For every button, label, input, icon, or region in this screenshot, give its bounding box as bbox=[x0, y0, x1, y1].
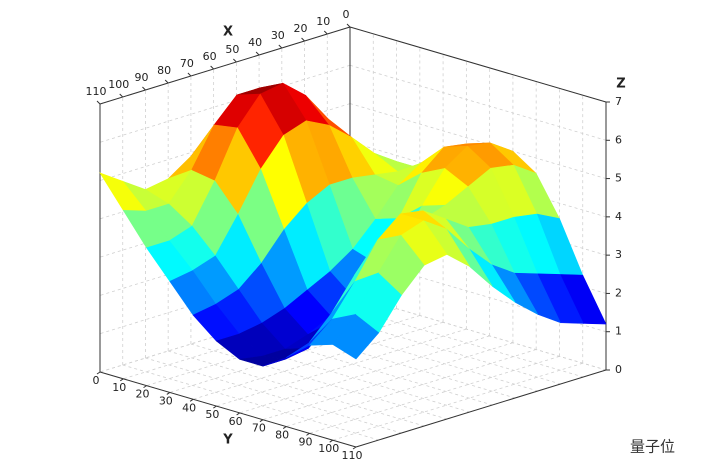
tick-mark bbox=[282, 426, 287, 429]
z-tick-label: 1 bbox=[615, 325, 622, 338]
x-tick-label: 40 bbox=[248, 36, 262, 49]
tick-mark bbox=[166, 392, 171, 395]
y-tick-label: 50 bbox=[205, 408, 219, 421]
y-tick-label: 40 bbox=[182, 401, 196, 414]
tick-mark bbox=[164, 79, 169, 84]
x-tick-label: 70 bbox=[180, 57, 194, 70]
z-tick-label: 2 bbox=[615, 286, 622, 299]
grid-line bbox=[262, 342, 514, 421]
x-axis-title: X bbox=[223, 25, 233, 40]
tick-mark bbox=[255, 51, 260, 56]
tick-mark bbox=[236, 412, 240, 416]
x-tick-label: 0 bbox=[343, 8, 350, 21]
tick-mark bbox=[96, 371, 101, 375]
surface bbox=[99, 82, 607, 367]
y-tick-label: 100 bbox=[318, 442, 339, 455]
tick-mark bbox=[187, 72, 192, 77]
tick-mark bbox=[142, 86, 146, 91]
axis-line bbox=[355, 369, 607, 448]
grid-line bbox=[216, 328, 467, 407]
x-tick-label: 30 bbox=[271, 29, 285, 42]
y-tick-label: 30 bbox=[159, 394, 173, 407]
z-tick-label: 3 bbox=[615, 248, 622, 261]
y-tick-label: 80 bbox=[275, 429, 289, 442]
x-tick-label: 50 bbox=[225, 43, 239, 56]
tick-mark bbox=[233, 58, 237, 63]
tick-mark bbox=[189, 398, 194, 402]
y-tick-label: 20 bbox=[136, 388, 150, 401]
tick-mark bbox=[306, 432, 310, 436]
tick-mark bbox=[96, 100, 101, 105]
x-tick-label: 80 bbox=[157, 64, 171, 77]
z-tick-label: 4 bbox=[615, 210, 622, 223]
tick-mark bbox=[119, 378, 124, 382]
tick-mark bbox=[213, 405, 217, 409]
grid-line bbox=[349, 103, 607, 179]
axis-line bbox=[99, 371, 357, 448]
x-tick-label: 60 bbox=[203, 50, 217, 63]
grid-line bbox=[286, 349, 537, 427]
tick-mark bbox=[323, 30, 328, 35]
y-tick-label: 70 bbox=[252, 422, 266, 435]
grid-line bbox=[145, 357, 402, 434]
y-axis-title: Y bbox=[222, 433, 233, 448]
grid-line bbox=[192, 321, 444, 400]
surface-patch bbox=[332, 314, 380, 360]
watermark: 量子位 bbox=[630, 438, 675, 456]
axis-line bbox=[99, 26, 351, 105]
y-tick-label: 110 bbox=[342, 449, 363, 462]
tick-mark bbox=[119, 93, 124, 98]
grid-line bbox=[168, 350, 425, 427]
tick-mark bbox=[329, 439, 334, 443]
x-tick-label: 20 bbox=[294, 22, 308, 35]
tick-mark bbox=[143, 385, 147, 389]
x-tick-label: 10 bbox=[316, 15, 330, 28]
y-tick-label: 90 bbox=[298, 435, 312, 448]
x-tick-label: 110 bbox=[86, 85, 107, 98]
grid-line bbox=[122, 364, 379, 441]
grid-line bbox=[99, 64, 351, 143]
grid-line bbox=[239, 335, 490, 414]
z-tick-label: 5 bbox=[615, 172, 622, 185]
tick-mark bbox=[301, 37, 305, 42]
grid-line bbox=[332, 362, 583, 441]
grid-line bbox=[309, 355, 560, 434]
tick-mark bbox=[352, 446, 357, 450]
axis-line bbox=[349, 26, 607, 103]
z-tick-label: 7 bbox=[615, 95, 622, 108]
z-tick-label: 6 bbox=[615, 133, 622, 146]
tick-mark bbox=[259, 419, 264, 423]
grid-line bbox=[349, 64, 607, 141]
tick-mark bbox=[278, 44, 283, 49]
z-tick-label: 0 bbox=[615, 363, 622, 376]
z-axis-title: Z bbox=[616, 77, 625, 92]
x-tick-label: 100 bbox=[108, 78, 129, 91]
tick-mark bbox=[210, 65, 214, 70]
y-tick-label: 60 bbox=[229, 415, 243, 428]
y-tick-label: 10 bbox=[112, 381, 126, 394]
y-tick-label: 0 bbox=[93, 374, 100, 387]
tick-mark bbox=[346, 23, 351, 28]
x-tick-label: 90 bbox=[134, 71, 148, 84]
axis-labels: 0102030405060708090100110010203040506070… bbox=[86, 8, 623, 462]
grid-line bbox=[190, 343, 448, 420]
